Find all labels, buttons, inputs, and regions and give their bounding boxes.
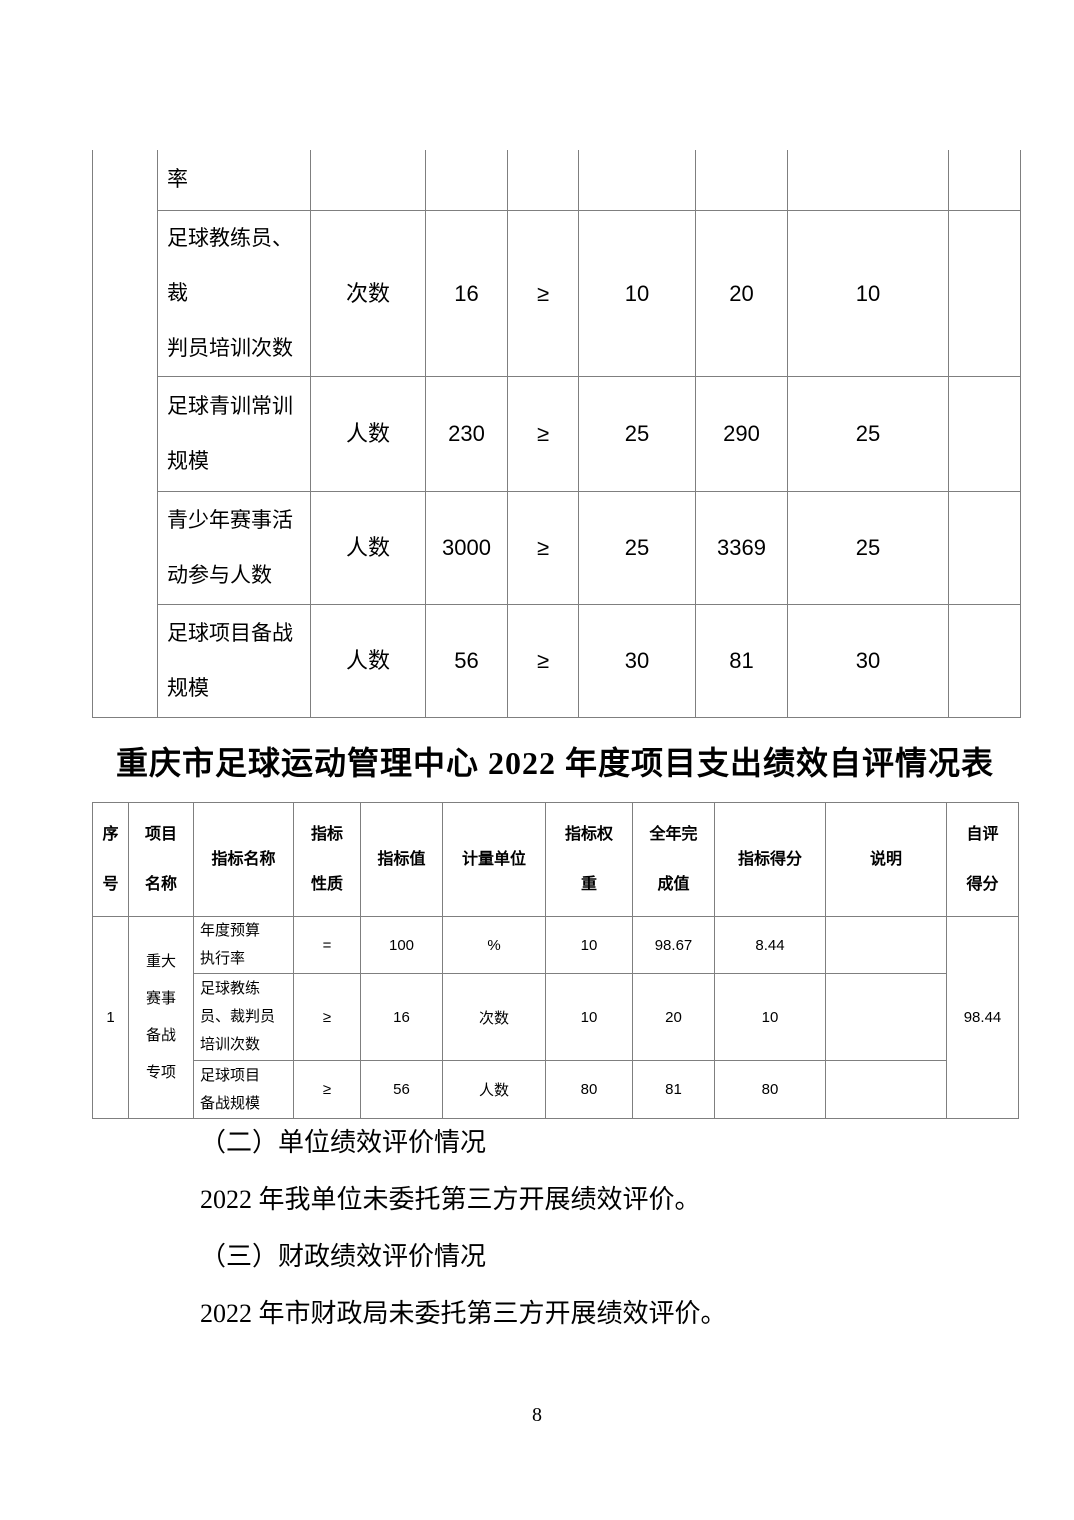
cell-note (825, 1060, 947, 1119)
page-number: 8 (532, 1404, 542, 1426)
cell-nature: ≥ (507, 490, 579, 605)
cell-note (948, 375, 1021, 492)
cell-weight: 25 (578, 375, 696, 492)
cell-value: 56 (425, 603, 508, 718)
cell-score (787, 150, 949, 211)
cell-indicator-name: 足球项目 备战规模 (193, 1060, 294, 1119)
cell-score: 30 (787, 603, 949, 718)
header-self-score: 自评 得分 (946, 802, 1019, 917)
cell-serial: 1 (92, 916, 129, 1119)
cell-value: 3000 (425, 490, 508, 605)
table-row: 足球青训常训 规模 人数 230 ≥ 25 290 25 (93, 375, 1021, 492)
cell-spacer (92, 150, 158, 718)
cell-note (948, 150, 1021, 211)
cell-score: 10 (714, 973, 826, 1061)
cell-score: 8.44 (714, 916, 826, 974)
cell-nature: ≥ (507, 375, 579, 492)
paragraph-section-2-text: 2022 年我单位未委托第三方开展绩效评价。 (200, 1185, 701, 1214)
cell-self-score: 98.44 (946, 916, 1019, 1119)
cell-indicator-name: 足球项目备战 规模 (157, 603, 311, 718)
cell-unit (310, 150, 426, 211)
table-row: 足球教练员、裁 判员培训次数 次数 16 ≥ 10 20 10 (93, 209, 1021, 377)
cell-unit: 人数 (442, 1060, 546, 1119)
paragraph-section-3-text: 2022 年市财政局未委托第三方开展绩效评价。 (200, 1299, 727, 1328)
header-project-name: 项目 名称 (128, 802, 194, 917)
cell-nature: ≥ (293, 973, 361, 1061)
continuation-table: 率 足球教练员、裁 判员培训次数 次数 16 ≥ 10 20 10 足球青训常训… (92, 150, 1021, 718)
cell-indicator-name: 年度预算 执行率 (193, 916, 294, 974)
cell-note (825, 973, 947, 1061)
cell-weight: 25 (578, 490, 696, 605)
header-indicator-nature: 指标 性质 (293, 802, 361, 917)
header-indicator-name: 指标名称 (193, 802, 294, 917)
cell-completion (695, 150, 788, 211)
cell-completion: 20 (695, 209, 788, 377)
cell-weight: 10 (545, 973, 633, 1061)
header-indicator-value: 指标值 (360, 802, 443, 917)
cell-value: 56 (360, 1060, 443, 1119)
cell-score: 80 (714, 1060, 826, 1119)
header-unit: 计量单位 (442, 802, 546, 917)
self-eval-table: 序 号 项目 名称 指标名称 指标 性质 指标值 计量单位 指标权 重 全年完 … (92, 802, 1019, 1119)
cell-indicator-name: 足球教练 员、裁判员 培训次数 (193, 973, 294, 1061)
cell-weight: 10 (578, 209, 696, 377)
cell-unit: 次数 (442, 973, 546, 1061)
cell-completion: 98.67 (632, 916, 715, 974)
cell-note (948, 209, 1021, 377)
cell-unit: 人数 (310, 375, 426, 492)
body-paragraphs: （二）单位绩效评价情况 2022 年我单位未委托第三方开展绩效评价。 （三）财政… (200, 1114, 727, 1342)
cell-completion: 81 (695, 603, 788, 718)
cell-project-name: 重大 赛事 备战 专项 (128, 916, 194, 1119)
cell-unit: 次数 (310, 209, 426, 377)
table-header-row: 序 号 项目 名称 指标名称 指标 性质 指标值 计量单位 指标权 重 全年完 … (92, 802, 1019, 917)
cell-unit: 人数 (310, 603, 426, 718)
header-weight: 指标权 重 (545, 802, 633, 917)
cell-weight: 10 (545, 916, 633, 974)
header-note: 说明 (825, 802, 947, 917)
cell-indicator-name: 率 (157, 150, 311, 211)
cell-note (948, 603, 1021, 718)
cell-indicator-name: 足球青训常训 规模 (157, 375, 311, 492)
paragraph-section-2-heading: （二）单位绩效评价情况 (200, 1128, 487, 1157)
cell-weight: 30 (578, 603, 696, 718)
table-row: 足球项目备战 规模 人数 56 ≥ 30 81 30 (93, 603, 1021, 718)
cell-weight: 80 (545, 1060, 633, 1119)
cell-weight (578, 150, 696, 211)
cell-completion: 3369 (695, 490, 788, 605)
cell-value: 16 (360, 973, 443, 1061)
cell-unit: % (442, 916, 546, 974)
header-indicator-score: 指标得分 (714, 802, 826, 917)
cell-note (825, 916, 947, 974)
cell-value (425, 150, 508, 211)
cell-indicator-name: 青少年赛事活 动参与人数 (157, 490, 311, 605)
cell-nature: ≥ (507, 209, 579, 377)
cell-nature: ≥ (507, 603, 579, 718)
cell-completion: 81 (632, 1060, 715, 1119)
cell-indicator-name: 足球教练员、裁 判员培训次数 (157, 209, 311, 377)
paragraph-section-3-heading: （三）财政绩效评价情况 (200, 1242, 487, 1271)
page-title: 重庆市足球运动管理中心 2022 年度项目支出绩效自评情况表 (115, 745, 994, 781)
table-row: 足球项目 备战规模 ≥ 56 人数 80 81 80 (93, 1060, 1019, 1119)
header-completion: 全年完 成值 (632, 802, 715, 917)
cell-note (948, 490, 1021, 605)
header-serial: 序 号 (92, 802, 129, 917)
cell-completion: 20 (632, 973, 715, 1061)
table-row: 率 (92, 150, 1021, 718)
cell-score: 25 (787, 375, 949, 492)
cell-nature: = (293, 916, 361, 974)
table-row: 足球教练 员、裁判员 培训次数 ≥ 16 次数 10 20 10 (93, 973, 1019, 1061)
cell-value: 100 (360, 916, 443, 974)
cell-value: 16 (425, 209, 508, 377)
cell-completion: 290 (695, 375, 788, 492)
table-row: 1 重大 赛事 备战 专项 年度预算 执行率 = 100 % 10 98.67 … (92, 916, 1019, 1119)
cell-score: 10 (787, 209, 949, 377)
cell-score: 25 (787, 490, 949, 605)
table-row: 青少年赛事活 动参与人数 人数 3000 ≥ 25 3369 25 (93, 490, 1021, 605)
cell-value: 230 (425, 375, 508, 492)
cell-unit: 人数 (310, 490, 426, 605)
cell-nature: ≥ (293, 1060, 361, 1119)
cell-nature (507, 150, 579, 211)
